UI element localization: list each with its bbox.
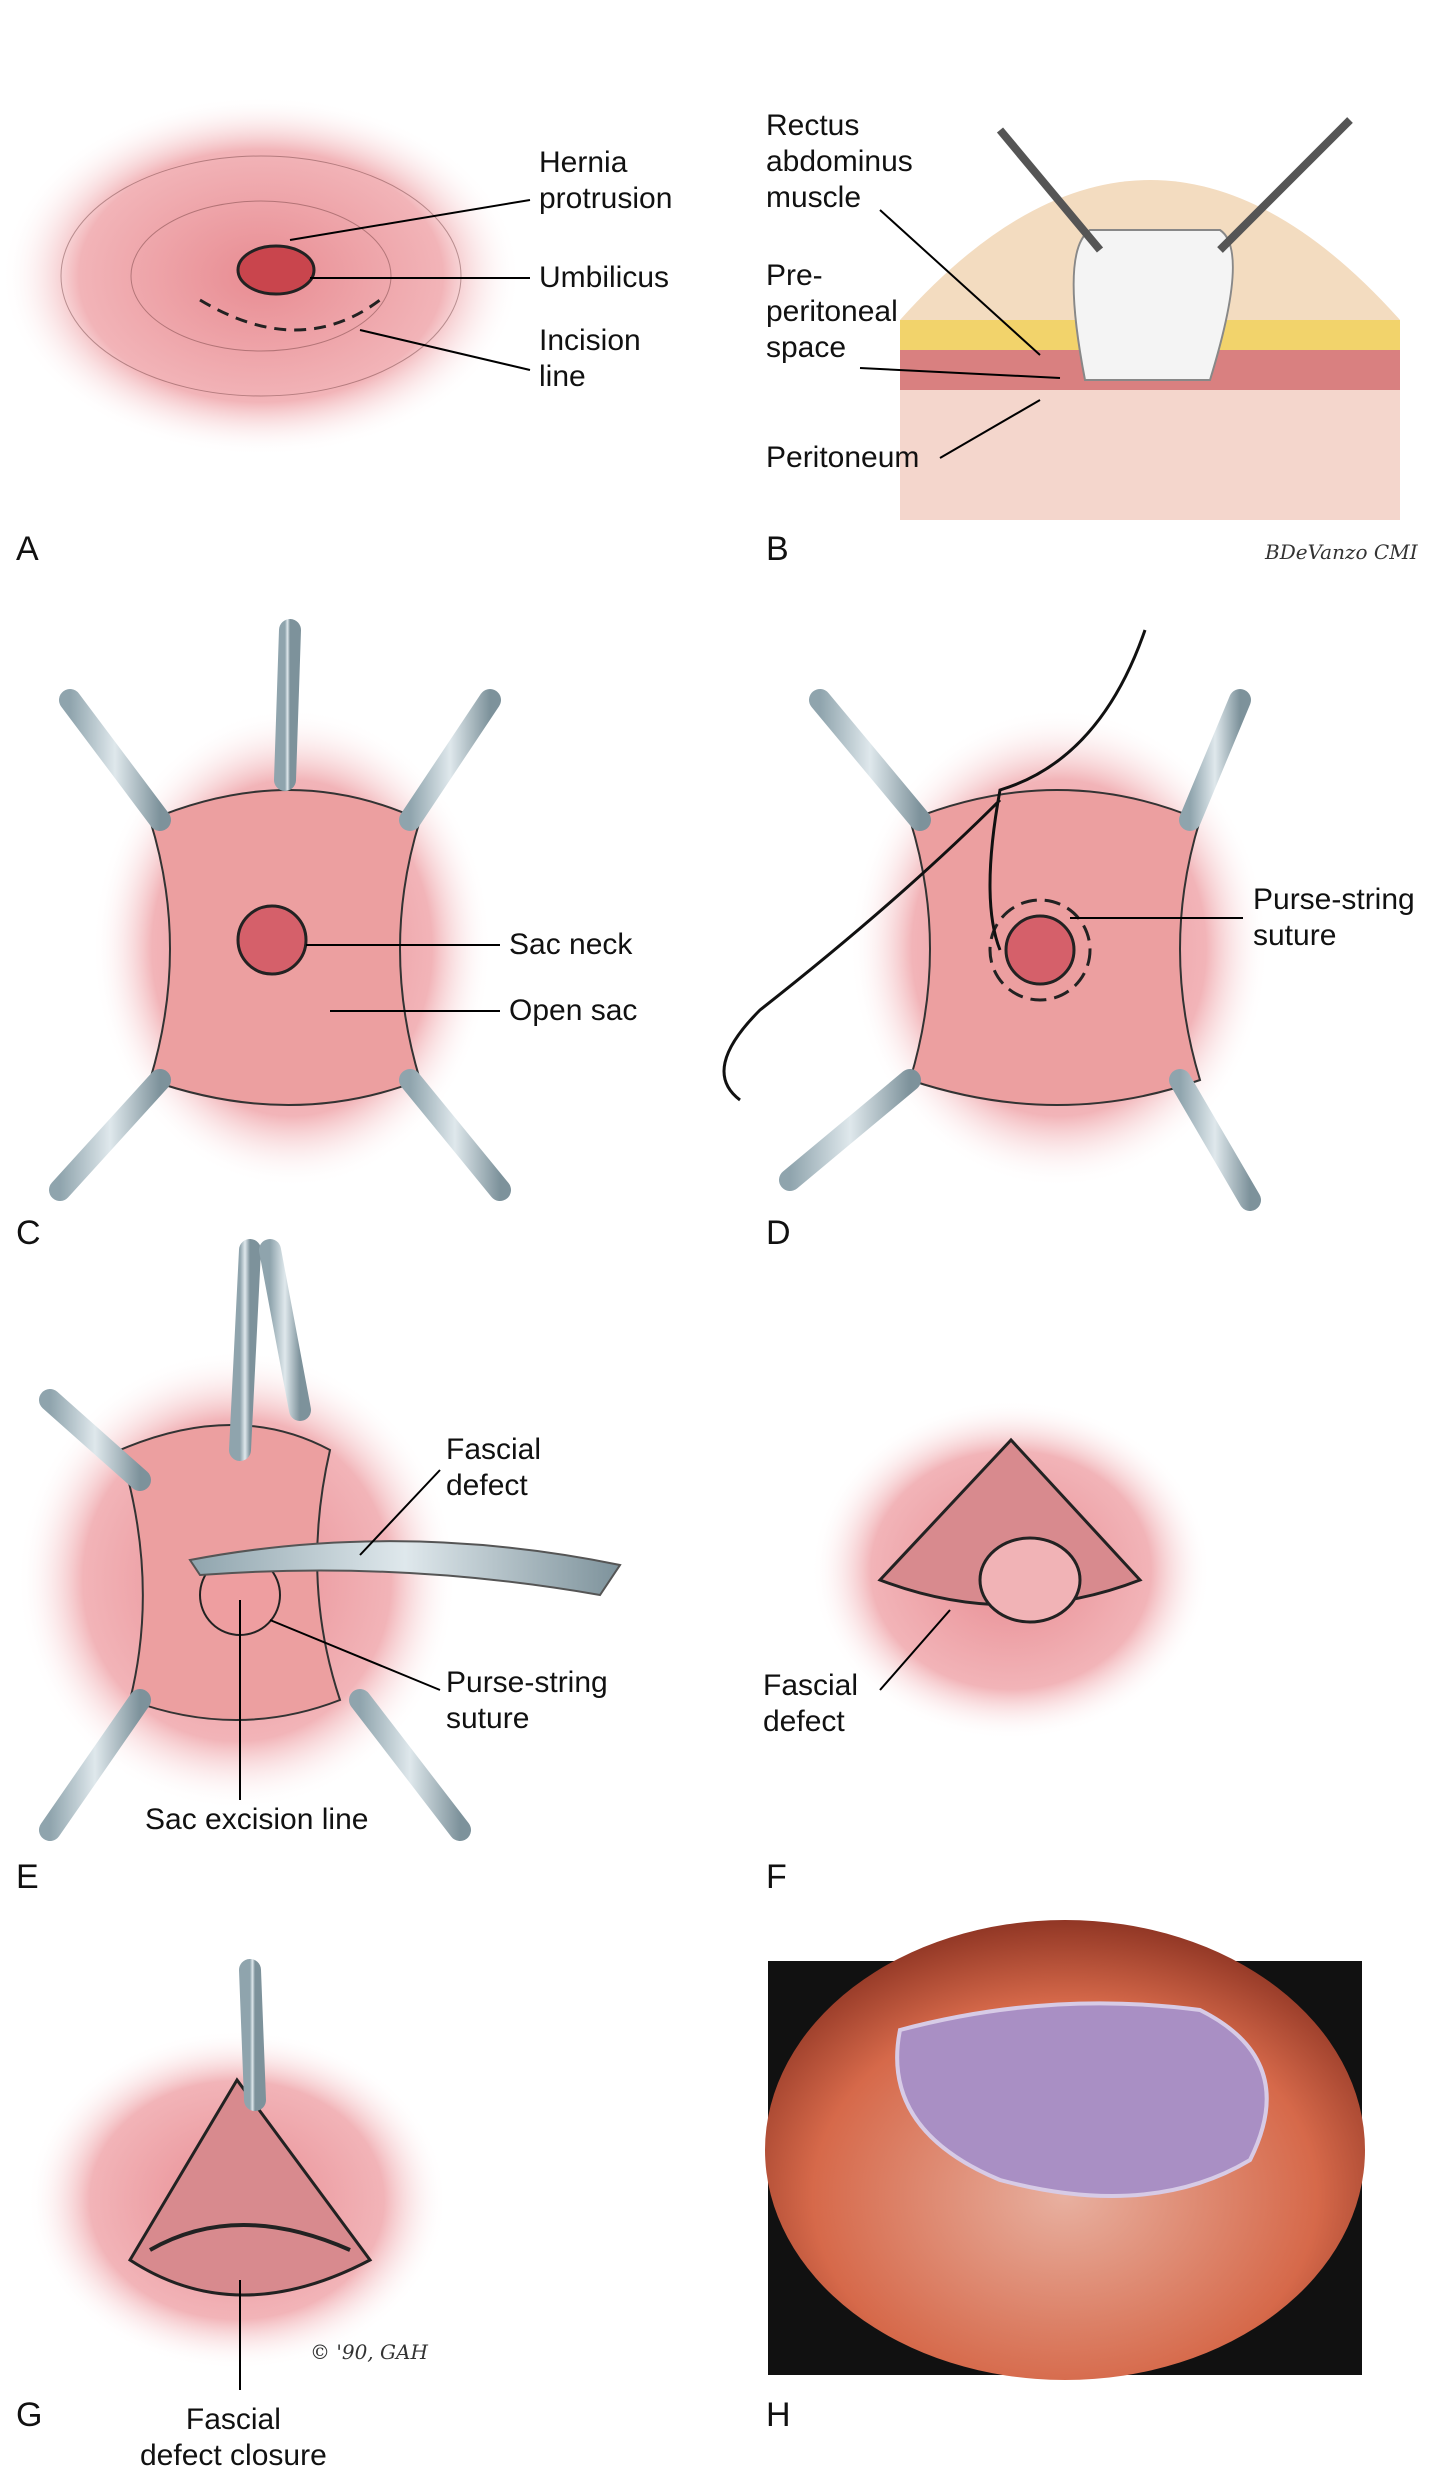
panel-b-drawing <box>859 117 1400 520</box>
artist-signature: © '90, GAH <box>310 2340 428 2364</box>
callout-label: Fascial defect closure <box>140 2403 327 2472</box>
callout-label: Fascial defect <box>446 1433 542 1502</box>
panel-letter: G <box>16 2396 43 2434</box>
callout-label: Umbilicus <box>539 261 670 294</box>
callout-label: Purse-string suture <box>446 1666 608 1735</box>
callout-label: Purse-string suture <box>1253 883 1415 952</box>
callout-label: Sac neck <box>509 928 633 961</box>
panel-letter: F <box>766 1858 787 1896</box>
artist-signature: BDeVanzo CMI <box>1265 540 1418 564</box>
callout-label: Pre- peritoneal space <box>766 259 898 364</box>
callout-label: Open sac <box>509 994 638 1027</box>
panel-f-drawing <box>811 1269 1211 1740</box>
panel-letter: H <box>766 2396 791 2434</box>
callout-label: Hernia protrusion <box>539 146 673 215</box>
panel-letter: A <box>16 530 39 568</box>
panel-letter: D <box>766 1214 791 1252</box>
panel-letter: C <box>16 1214 41 1252</box>
panel-c-drawing <box>49 619 511 1201</box>
panel-e-drawing <box>17 1239 622 1841</box>
callout-label: Peritoneum <box>766 441 920 474</box>
panel-h-photo <box>765 1920 1365 2380</box>
panel-g-drawing <box>27 1959 447 2390</box>
panel-a-drawing <box>1 96 531 456</box>
panel-letter: B <box>766 530 789 568</box>
callout-label: Rectus abdominus muscle <box>766 109 913 214</box>
panel-d-drawing <box>722 629 1269 1211</box>
panel-letter: E <box>16 1858 39 1896</box>
callout-label: Fascial defect <box>763 1669 859 1738</box>
callout-label: Sac excision line <box>145 1803 369 1836</box>
callout-label: Incision line <box>539 324 641 393</box>
